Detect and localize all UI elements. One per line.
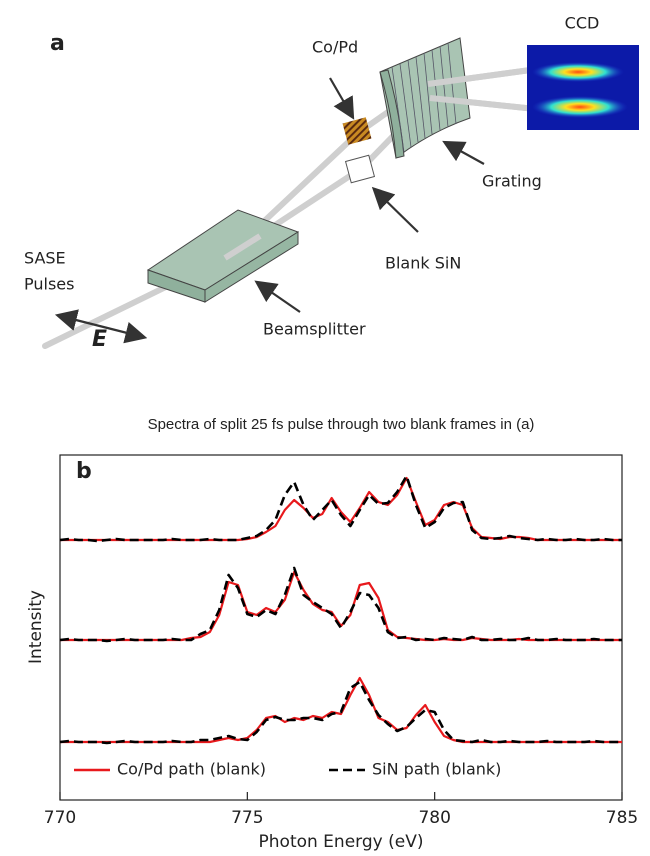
chart-title: Spectra of split 25 fs pulse through two… <box>148 416 535 433</box>
panel-label: b <box>76 459 92 484</box>
beams <box>45 68 545 346</box>
y-axis-label: Intensity <box>26 590 46 664</box>
series-line <box>60 568 622 641</box>
x-tick-label: 785 <box>606 808 638 828</box>
legend-label: SiN path (blank) <box>372 760 501 779</box>
plot-frame <box>60 455 622 800</box>
ccd-label: CCD <box>565 14 600 33</box>
figure: a CCD Co/Pd Grating Blank SiN SASE Pulse… <box>0 0 650 856</box>
series-line <box>60 682 622 743</box>
source-label: Pulses <box>24 275 74 294</box>
diagram: a CCD Co/Pd Grating Blank SiN SASE Pulse… <box>24 14 639 353</box>
grating-label: Grating <box>482 172 542 191</box>
beamsplitter-block <box>148 210 298 302</box>
series-line <box>60 478 622 540</box>
legend-label: Co/Pd path (blank) <box>117 760 266 779</box>
x-tick-label: 770 <box>44 808 76 828</box>
x-axis-label: Photon Energy (eV) <box>259 832 424 852</box>
polarization-label: E <box>92 327 107 352</box>
blank-sin-frame <box>346 155 375 182</box>
beamsplitter-label: Beamsplitter <box>263 320 366 339</box>
x-tick-label: 775 <box>231 808 263 828</box>
panel-label: a <box>50 31 65 56</box>
sample-label: Co/Pd <box>312 38 358 57</box>
series-line <box>60 572 622 640</box>
ccd-image <box>527 45 639 130</box>
x-tick-label: 780 <box>418 808 450 828</box>
page: a CCD Co/Pd Grating Blank SiN SASE Pulse… <box>0 0 650 856</box>
source-label: SASE <box>24 249 66 268</box>
series-line <box>60 476 622 541</box>
plot: 770 775 780 785 Co/Pd path (blank) SiN path (… <box>44 476 638 828</box>
blank-label: Blank SiN <box>385 254 461 273</box>
